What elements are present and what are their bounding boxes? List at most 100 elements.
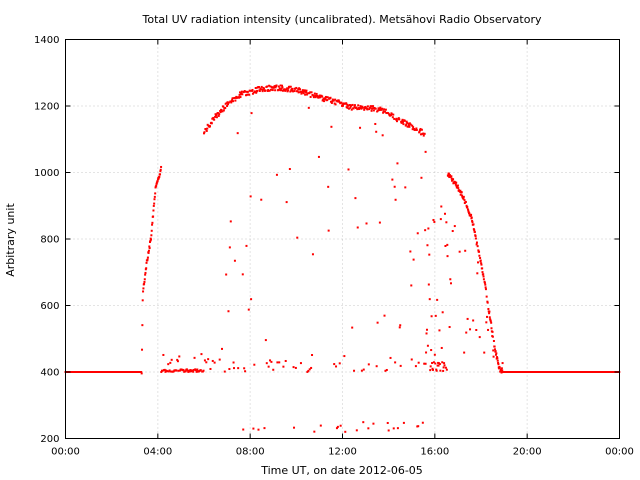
data-point bbox=[484, 288, 487, 291]
data-point bbox=[285, 88, 288, 91]
data-point bbox=[330, 125, 333, 128]
data-point bbox=[399, 364, 402, 367]
data-point bbox=[374, 107, 377, 110]
data-point bbox=[263, 427, 266, 430]
data-point bbox=[433, 220, 436, 223]
data-point bbox=[430, 315, 433, 318]
data-point bbox=[227, 310, 230, 313]
data-point bbox=[292, 366, 295, 369]
data-point bbox=[271, 89, 274, 92]
data-point bbox=[407, 122, 410, 125]
data-point bbox=[335, 365, 338, 368]
data-point bbox=[282, 365, 285, 368]
data-point bbox=[500, 371, 503, 374]
data-point bbox=[458, 250, 461, 253]
data-point bbox=[406, 121, 409, 124]
data-point bbox=[258, 89, 261, 92]
data-point bbox=[178, 355, 181, 358]
data-point bbox=[405, 120, 408, 123]
data-point bbox=[221, 347, 223, 350]
data-point bbox=[267, 89, 270, 91]
data-point bbox=[420, 128, 423, 131]
data-point bbox=[334, 103, 337, 106]
data-point bbox=[312, 94, 315, 97]
data-point bbox=[485, 295, 488, 298]
data-point bbox=[496, 359, 499, 362]
data-point bbox=[434, 314, 437, 317]
data-point bbox=[254, 87, 257, 89]
data-point bbox=[394, 198, 397, 201]
data-point bbox=[268, 89, 271, 92]
data-point bbox=[316, 94, 319, 97]
data-point bbox=[478, 250, 481, 253]
data-point bbox=[447, 174, 450, 177]
data-point bbox=[231, 98, 234, 101]
data-point bbox=[195, 370, 198, 373]
data-point bbox=[479, 259, 482, 262]
data-point bbox=[245, 93, 248, 96]
data-point bbox=[441, 361, 444, 364]
data-point bbox=[379, 106, 382, 109]
data-point bbox=[449, 278, 452, 281]
data-point bbox=[456, 184, 459, 187]
data-point bbox=[244, 90, 247, 93]
data-point bbox=[161, 369, 164, 372]
data-point bbox=[430, 349, 433, 352]
data-point bbox=[415, 127, 418, 130]
data-point bbox=[353, 104, 356, 107]
data-point bbox=[387, 429, 390, 432]
data-point bbox=[184, 370, 187, 373]
data-point bbox=[419, 127, 422, 130]
data-point bbox=[474, 235, 477, 238]
data-point bbox=[496, 357, 499, 360]
x-axis-label: Time UT, on date 2012-06-05 bbox=[260, 464, 423, 477]
data-point bbox=[396, 162, 399, 165]
data-point bbox=[439, 369, 442, 372]
data-point bbox=[399, 324, 402, 327]
data-point bbox=[227, 101, 230, 104]
data-point bbox=[343, 355, 346, 358]
data-point bbox=[199, 369, 202, 372]
data-point bbox=[299, 90, 302, 93]
data-point bbox=[422, 132, 425, 135]
data-point bbox=[250, 112, 253, 115]
y-tick-label: 1000 bbox=[34, 168, 59, 179]
data-point bbox=[327, 185, 330, 188]
data-point bbox=[143, 278, 146, 281]
data-point bbox=[387, 112, 390, 115]
data-point bbox=[305, 89, 308, 92]
data-point bbox=[484, 283, 487, 286]
data-point bbox=[407, 125, 410, 128]
data-point bbox=[443, 212, 446, 215]
data-point bbox=[200, 353, 203, 356]
data-point bbox=[357, 104, 360, 107]
data-point bbox=[366, 105, 369, 108]
data-point bbox=[288, 85, 291, 88]
data-point bbox=[252, 91, 255, 94]
data-point bbox=[341, 104, 344, 107]
data-point bbox=[281, 89, 284, 92]
data-point bbox=[266, 85, 269, 88]
data-point bbox=[247, 308, 250, 311]
data-point bbox=[306, 370, 309, 373]
data-point bbox=[244, 370, 247, 373]
data-point bbox=[394, 361, 397, 364]
data-point bbox=[211, 359, 214, 362]
data-point bbox=[287, 89, 290, 92]
data-point bbox=[469, 328, 472, 331]
data-point bbox=[150, 238, 153, 241]
data-point bbox=[495, 352, 498, 355]
data-point bbox=[355, 106, 358, 109]
data-point bbox=[440, 205, 443, 208]
data-point bbox=[490, 327, 493, 330]
data-point bbox=[269, 88, 272, 91]
data-point bbox=[168, 369, 171, 372]
data-point bbox=[218, 358, 221, 361]
data-point bbox=[482, 278, 485, 281]
data-point bbox=[311, 253, 314, 256]
data-point bbox=[185, 368, 188, 371]
data-point bbox=[475, 329, 478, 331]
data-point bbox=[186, 369, 189, 372]
data-point bbox=[361, 105, 364, 108]
